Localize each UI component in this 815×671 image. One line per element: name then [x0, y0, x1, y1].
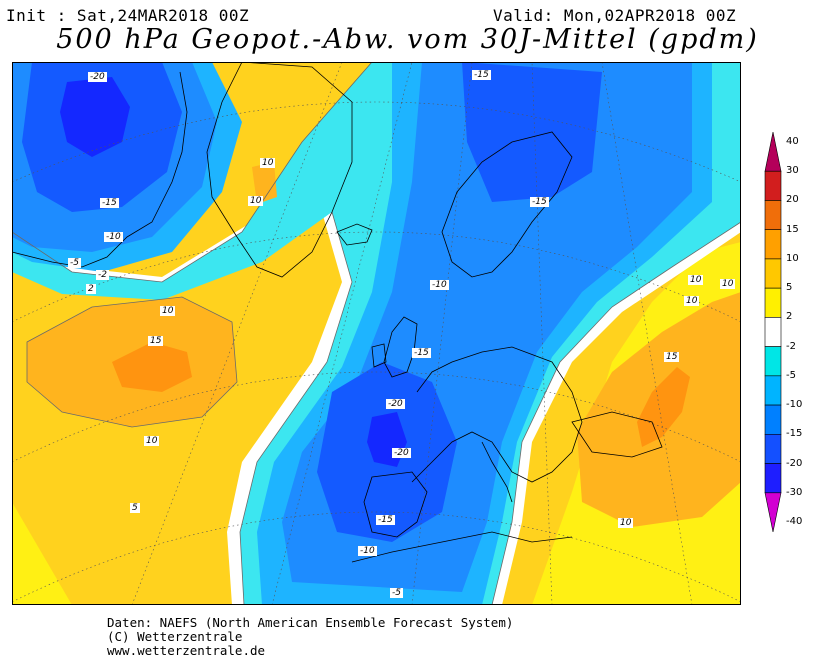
contour-label: 10	[684, 296, 700, 306]
legend-label: -15	[786, 428, 803, 440]
region-plus-15-west	[112, 342, 192, 392]
contour-label: -15	[530, 197, 549, 207]
contour-label: -15	[100, 198, 119, 208]
contour-label: 10	[720, 279, 736, 289]
copyright: (C) Wetterzentrale	[107, 629, 243, 644]
contour-label: -15	[412, 348, 431, 358]
legend-swatch	[764, 170, 782, 201]
contour-label: 10	[618, 518, 634, 528]
legend-swatch	[764, 404, 782, 435]
legend-swatch	[764, 229, 782, 260]
contour-label: 10	[688, 275, 704, 285]
legend-label: -10	[786, 399, 803, 411]
legend-swatch	[764, 200, 782, 230]
map-title: 500 hPa Geopot.-Abw. vom 30J-Mittel (gpd…	[56, 24, 759, 55]
contour-label: 10	[248, 196, 264, 206]
contour-label: -2	[96, 270, 109, 280]
contour-label: 10	[260, 158, 276, 168]
anomaly-map	[12, 62, 741, 605]
contour-label: 15	[148, 336, 164, 346]
contour-label: -20	[88, 72, 107, 82]
contour-label: -10	[430, 280, 449, 290]
legend-label: -5	[786, 369, 796, 381]
contour-label: 10	[144, 436, 160, 446]
contour-label: 2	[86, 284, 96, 294]
legend-swatch	[764, 317, 782, 347]
region-plus-10-greenland	[252, 162, 277, 204]
contour-label: -15	[472, 70, 491, 80]
legend-swatch	[764, 258, 782, 289]
legend-label: 20	[786, 194, 799, 206]
legend-label: -2	[786, 340, 796, 352]
legend-swatch	[764, 287, 782, 318]
legend-label: 5	[786, 282, 793, 294]
init-time: Init : Sat,24MAR2018 00Z	[6, 6, 250, 25]
contour-label: -5	[390, 588, 403, 598]
legend-label: 2	[786, 311, 793, 323]
data-source: Daten: NAEFS (North American Ensemble Fo…	[107, 615, 514, 630]
legend-swatch	[764, 132, 782, 172]
contour-label: 10	[160, 306, 176, 316]
legend-label: 30	[786, 165, 799, 177]
contour-label: -5	[68, 258, 81, 268]
legend-swatch	[764, 463, 782, 494]
legend-swatch	[764, 346, 782, 377]
region-plus-2	[12, 502, 72, 605]
contour-label: -10	[358, 546, 377, 556]
contour-label: -20	[386, 399, 405, 409]
website: www.wetterzentrale.de	[107, 643, 266, 658]
color-legend-bar	[764, 132, 782, 532]
contour-label: 15	[664, 352, 680, 362]
legend-label: 15	[786, 223, 799, 235]
legend-swatch	[764, 492, 782, 532]
contour-label: -10	[104, 232, 123, 242]
legend-label: -30	[786, 486, 803, 498]
legend-label: -20	[786, 457, 803, 469]
valid-time: Valid: Mon,02APR2018 00Z	[493, 6, 737, 25]
contour-label: -15	[376, 515, 395, 525]
region-plus-15-east	[637, 367, 690, 447]
contour-label: -20	[392, 448, 411, 458]
contour-label: 5	[130, 503, 140, 513]
legend-label: 40	[786, 136, 799, 147]
legend-swatch	[764, 375, 782, 406]
legend-label: -40	[786, 516, 803, 527]
legend-swatch	[764, 434, 782, 464]
legend-label: 10	[786, 252, 799, 264]
region-minus-20	[60, 77, 407, 467]
